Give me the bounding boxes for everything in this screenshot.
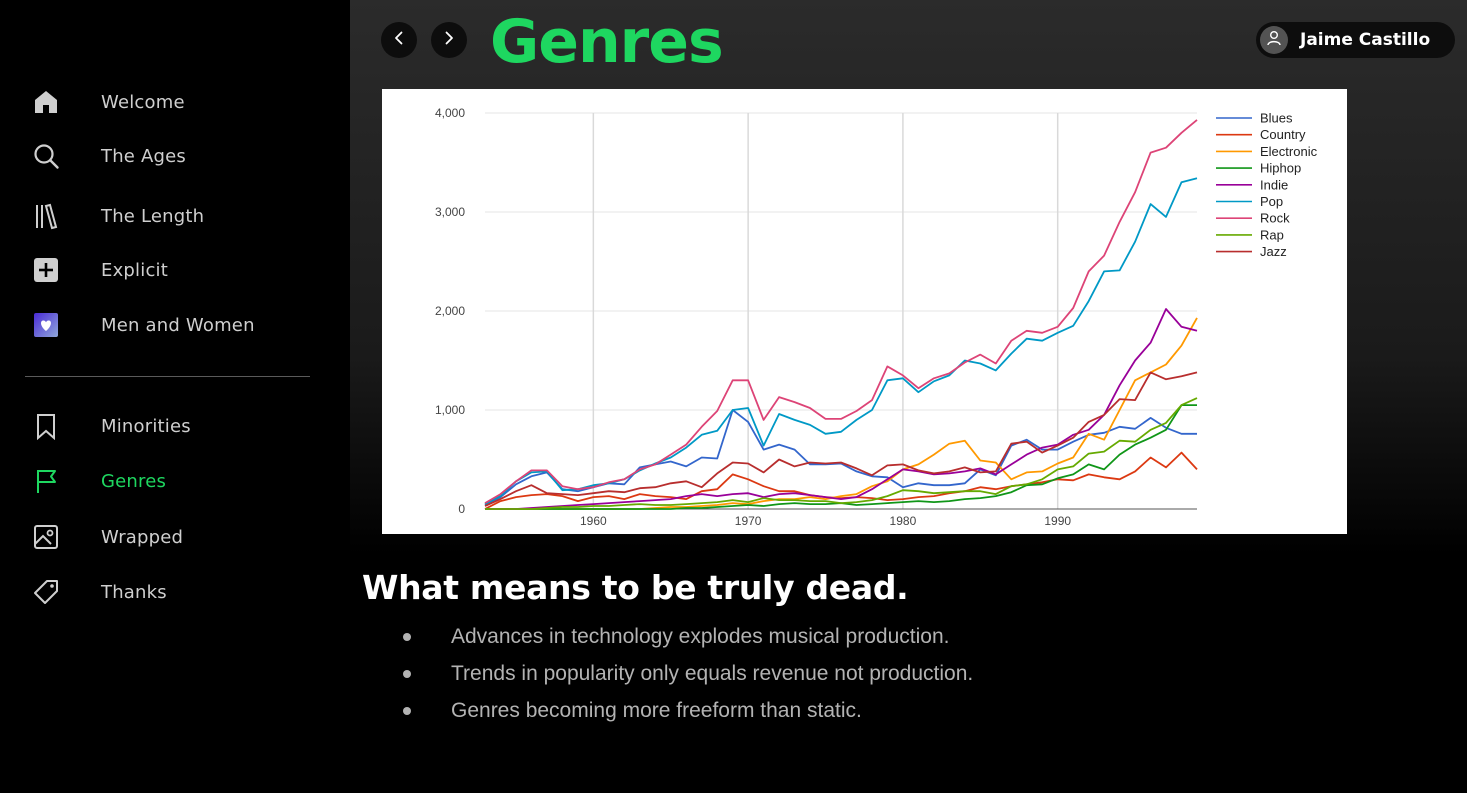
series-line-jazz	[484, 371, 1198, 507]
bullet-list: Advances in technology explodes musical …	[400, 618, 973, 729]
user-menu-button[interactable]: Jaime Castillo	[1256, 22, 1455, 58]
sidebar-item-label: Men and Women	[101, 314, 255, 336]
list-item: Trends in popularity only equals revenue…	[400, 655, 973, 692]
series-line-country	[484, 451, 1198, 510]
page-title: Genres	[490, 7, 724, 77]
series-line-blues	[484, 409, 1197, 506]
sidebar-item-minorities[interactable]: Minorities	[0, 404, 350, 448]
y-tick-label: 2,000	[435, 304, 465, 318]
legend-label: Electronic	[1260, 144, 1318, 159]
series-line-electronic	[485, 317, 1198, 510]
bullet-dot	[403, 633, 411, 641]
sidebar-item-label: The Length	[101, 205, 205, 227]
sidebar-item-wrapped[interactable]: Wrapped	[0, 515, 350, 559]
bookmark-icon	[31, 411, 61, 441]
list-item: Genres becoming more freeform than stati…	[400, 692, 973, 729]
sidebar-item-explicit[interactable]: Explicit	[0, 248, 350, 292]
sidebar-item-men-and-women[interactable]: Men and Women	[0, 303, 350, 347]
sidebar-item-label: Minorities	[101, 415, 191, 437]
genres-chart: 0 1,000 2,000 3,000 4,000 1960 1970 1980 1990 Blu…	[382, 89, 1347, 534]
bullet-dot	[403, 670, 411, 678]
x-tick-label: 1990	[1044, 514, 1071, 528]
heart-square-icon	[31, 310, 61, 340]
y-tick-label: 0	[458, 502, 465, 516]
sidebar-item-label: Wrapped	[101, 526, 184, 548]
sidebar-item-label: The Ages	[101, 145, 186, 167]
sidebar-item-genres[interactable]: Genres	[0, 459, 350, 503]
x-tick-label: 1960	[580, 514, 607, 528]
list-item-text: Trends in popularity only equals revenue…	[451, 662, 974, 685]
sidebar-item-label: Welcome	[101, 91, 185, 113]
legend-label: Country	[1260, 127, 1306, 142]
x-tick-label: 1980	[890, 514, 917, 528]
library-icon	[31, 201, 61, 231]
sidebar-item-label: Thanks	[101, 581, 167, 603]
legend-label: Pop	[1260, 194, 1283, 209]
y-tick-label: 1,000	[435, 403, 465, 417]
sidebar-item-label: Genres	[101, 470, 167, 492]
user-icon	[1265, 29, 1283, 51]
legend-label: Jazz	[1260, 244, 1287, 259]
user-name: Jaime Castillo	[1300, 30, 1431, 50]
avatar	[1260, 26, 1288, 54]
sidebar-item-the-length[interactable]: The Length	[0, 194, 350, 238]
y-tick-label: 3,000	[435, 205, 465, 219]
section-heading: What means to be truly dead.	[362, 568, 909, 607]
series-line-indie	[485, 308, 1198, 510]
series-line-rap	[485, 397, 1198, 510]
sidebar-item-label: Explicit	[101, 259, 169, 281]
list-item-text: Advances in technology explodes musical …	[451, 625, 950, 648]
legend-label: Hiphop	[1260, 161, 1301, 176]
list-item: Advances in technology explodes musical …	[400, 618, 973, 655]
chevron-right-icon	[441, 30, 457, 50]
back-button[interactable]	[381, 22, 417, 58]
sidebar: Welcome The Ages The Length Explicit Men…	[0, 0, 350, 793]
x-tick-label: 1970	[735, 514, 762, 528]
home-icon	[31, 87, 61, 117]
legend-label: Rap	[1260, 227, 1284, 242]
legend-label: Rock	[1260, 211, 1290, 226]
chevron-left-icon	[391, 30, 407, 50]
genres-line-chart: 0 1,000 2,000 3,000 4,000 1960 1970 1980 1990 Blu…	[435, 106, 1318, 528]
flag-icon	[31, 466, 61, 496]
sidebar-item-welcome[interactable]: Welcome	[0, 80, 350, 124]
search-icon	[31, 141, 61, 171]
series-line-pop	[484, 177, 1198, 505]
y-tick-label: 4,000	[435, 106, 465, 120]
legend-label: Blues	[1260, 111, 1293, 126]
sidebar-divider	[25, 376, 310, 377]
sidebar-item-the-ages[interactable]: The Ages	[0, 134, 350, 178]
tag-icon	[31, 577, 61, 607]
sidebar-item-thanks[interactable]: Thanks	[0, 570, 350, 614]
legend-label: Indie	[1260, 177, 1288, 192]
series-line-rock	[484, 119, 1198, 504]
plus-square-icon	[31, 255, 61, 285]
list-item-text: Genres becoming more freeform than stati…	[451, 699, 862, 722]
image-icon	[31, 522, 61, 552]
main-content: Genres Jaime Castillo 0 1,000 2,000 3,000 4,…	[350, 0, 1467, 793]
bullet-dot	[403, 707, 411, 715]
forward-button[interactable]	[431, 22, 467, 58]
